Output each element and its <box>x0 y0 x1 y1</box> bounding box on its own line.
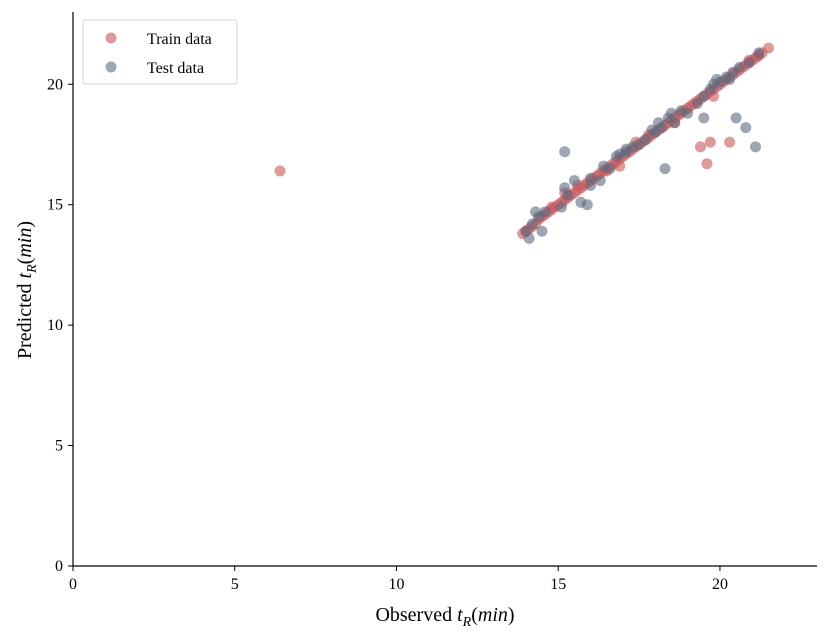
train-point <box>763 42 774 54</box>
axes-layer <box>72 12 817 567</box>
y-tick-label: 15 <box>47 197 63 214</box>
test-point <box>568 175 580 187</box>
series-train <box>274 42 774 240</box>
points-layer <box>274 42 774 244</box>
test-point <box>556 201 567 213</box>
y-tick-label: 5 <box>55 438 63 455</box>
legend-label-train: Train data <box>147 31 212 48</box>
test-point <box>594 175 606 187</box>
test-point <box>740 122 752 134</box>
x-tick-label: 20 <box>712 576 728 593</box>
test-point <box>523 232 535 244</box>
x-tick-label: 15 <box>550 576 566 593</box>
y-tick-label: 20 <box>47 76 63 93</box>
test-point <box>604 163 616 175</box>
train-point <box>724 136 736 148</box>
train-point <box>614 160 626 172</box>
test-point <box>750 141 761 153</box>
y-axis-label: Predicted tR(min) <box>14 221 40 359</box>
ticks-layer: 0 5 10 15 20 0 5 10 15 20 <box>47 76 728 593</box>
test-point <box>659 163 671 175</box>
series-test <box>520 47 765 244</box>
test-point <box>682 107 694 119</box>
legend-label-test: Test data <box>147 60 204 77</box>
test-point <box>640 134 652 146</box>
test-point <box>669 117 681 129</box>
train-point <box>701 158 713 170</box>
test-point <box>743 57 755 69</box>
y-tick-label: 10 <box>47 317 63 334</box>
test-point <box>559 146 571 158</box>
test-point <box>581 199 593 211</box>
legend-frame <box>82 19 238 85</box>
train-point <box>695 141 706 153</box>
legend-marker-test <box>105 61 117 73</box>
test-point <box>753 47 765 59</box>
test-point <box>562 189 574 201</box>
test-point <box>665 107 677 119</box>
test-point <box>536 225 548 237</box>
test-point <box>733 61 745 73</box>
train-point <box>704 136 716 148</box>
legend: Train data Test data <box>82 19 238 85</box>
test-point <box>539 206 551 218</box>
test-point <box>730 112 742 124</box>
test-point <box>526 218 538 230</box>
legend-marker-train <box>105 32 117 44</box>
x-tick-label: 0 <box>69 576 77 593</box>
test-point <box>698 112 710 124</box>
test-point <box>691 98 703 109</box>
x-tick-label: 5 <box>231 576 239 593</box>
y-tick-label: 0 <box>55 558 63 575</box>
train-point <box>274 165 286 177</box>
x-axis-label: Observed tR(min) <box>375 604 514 630</box>
test-point <box>585 172 597 184</box>
test-point <box>656 122 668 134</box>
test-point <box>620 143 632 155</box>
test-point <box>698 90 710 102</box>
x-tick-label: 10 <box>388 576 404 593</box>
